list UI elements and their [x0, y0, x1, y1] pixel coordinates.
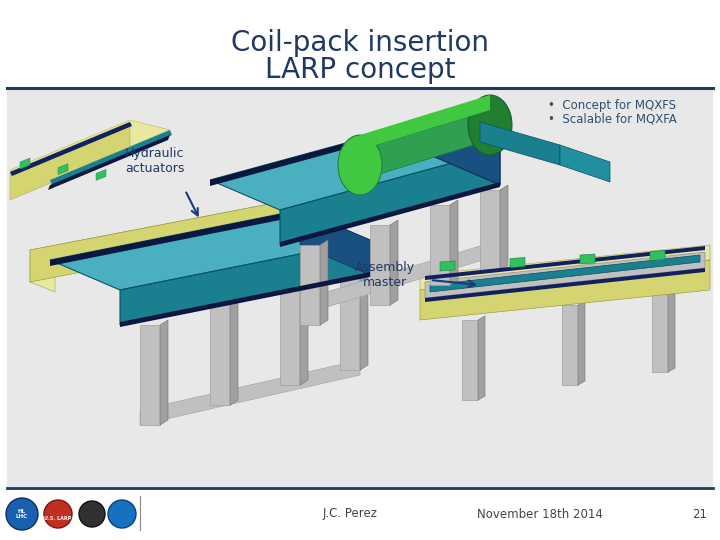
- Polygon shape: [10, 120, 170, 180]
- Polygon shape: [480, 190, 500, 270]
- Polygon shape: [560, 145, 610, 182]
- Text: LARP concept: LARP concept: [265, 56, 455, 84]
- Polygon shape: [20, 158, 30, 169]
- Text: J.C. Perez: J.C. Perez: [323, 508, 377, 521]
- Polygon shape: [140, 360, 360, 425]
- Polygon shape: [425, 246, 705, 280]
- Polygon shape: [50, 130, 172, 185]
- Polygon shape: [338, 135, 382, 195]
- Polygon shape: [210, 120, 430, 186]
- Polygon shape: [50, 210, 300, 266]
- Circle shape: [79, 501, 105, 527]
- Polygon shape: [300, 210, 370, 275]
- Text: HL
LHC: HL LHC: [16, 509, 28, 519]
- Polygon shape: [120, 240, 370, 325]
- Polygon shape: [390, 220, 398, 305]
- Bar: [0, 488, 720, 540]
- Polygon shape: [462, 320, 478, 400]
- Polygon shape: [562, 305, 578, 385]
- Text: November 18th 2014: November 18th 2014: [477, 508, 603, 521]
- Polygon shape: [360, 110, 490, 180]
- Polygon shape: [578, 301, 585, 385]
- Circle shape: [6, 498, 38, 530]
- Polygon shape: [668, 288, 675, 372]
- Polygon shape: [430, 120, 500, 185]
- Polygon shape: [300, 280, 308, 385]
- Polygon shape: [30, 250, 55, 292]
- Polygon shape: [480, 122, 560, 165]
- Polygon shape: [500, 185, 508, 270]
- Polygon shape: [425, 268, 705, 302]
- Text: Hydraulic
actuators: Hydraulic actuators: [125, 147, 185, 175]
- Polygon shape: [320, 240, 328, 325]
- Polygon shape: [160, 320, 168, 425]
- Polygon shape: [280, 285, 300, 385]
- Polygon shape: [58, 164, 68, 175]
- Polygon shape: [425, 252, 705, 298]
- Polygon shape: [120, 272, 370, 327]
- Text: U.S. LARP: U.S. LARP: [45, 516, 71, 521]
- Circle shape: [44, 500, 72, 528]
- Polygon shape: [280, 150, 500, 245]
- Polygon shape: [652, 292, 668, 372]
- Polygon shape: [370, 225, 390, 305]
- Polygon shape: [510, 258, 525, 267]
- Polygon shape: [430, 255, 700, 292]
- Polygon shape: [420, 260, 710, 320]
- Polygon shape: [210, 120, 500, 210]
- Polygon shape: [30, 200, 315, 260]
- Polygon shape: [280, 182, 500, 247]
- Polygon shape: [230, 300, 238, 405]
- Text: Coil-pack insertion: Coil-pack insertion: [231, 29, 489, 57]
- Text: •  Scalable for MQXFA: • Scalable for MQXFA: [548, 112, 677, 125]
- Polygon shape: [10, 122, 132, 176]
- Polygon shape: [140, 325, 160, 425]
- Polygon shape: [478, 316, 485, 400]
- Polygon shape: [50, 210, 370, 290]
- Polygon shape: [450, 200, 458, 285]
- Polygon shape: [48, 135, 170, 190]
- Polygon shape: [360, 265, 368, 370]
- Polygon shape: [210, 305, 230, 405]
- Polygon shape: [580, 254, 595, 264]
- Polygon shape: [340, 270, 360, 370]
- Polygon shape: [300, 240, 500, 315]
- Polygon shape: [420, 245, 710, 290]
- Text: Assembly
master: Assembly master: [355, 261, 415, 289]
- Polygon shape: [300, 245, 320, 325]
- Polygon shape: [10, 122, 130, 200]
- Circle shape: [108, 500, 136, 528]
- Polygon shape: [96, 170, 106, 180]
- Bar: [7, 90, 713, 488]
- Polygon shape: [360, 95, 490, 150]
- Polygon shape: [430, 205, 450, 285]
- Polygon shape: [30, 200, 290, 282]
- Polygon shape: [650, 251, 665, 260]
- Text: 21: 21: [693, 508, 708, 521]
- Polygon shape: [468, 95, 512, 155]
- Polygon shape: [440, 261, 455, 271]
- Text: •  Concept for MQXFS: • Concept for MQXFS: [548, 98, 676, 111]
